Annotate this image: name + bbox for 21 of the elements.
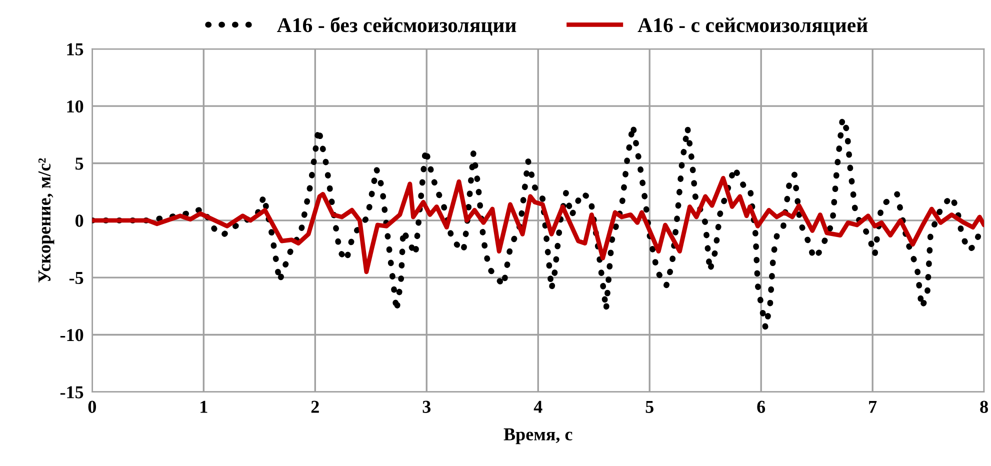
y-tick-label: -10 bbox=[60, 329, 84, 342]
x-tick-label: 8 bbox=[980, 400, 988, 413]
y-tick-label: 10 bbox=[67, 100, 84, 113]
y-tick-label: -15 bbox=[60, 386, 84, 398]
x-tick-label: 1 bbox=[200, 400, 208, 413]
x-tick-label: 4 bbox=[534, 400, 542, 413]
line-series bbox=[92, 176, 984, 274]
y-tick-label: -5 bbox=[69, 272, 84, 284]
y-axis-title: Ускорение, м/с² bbox=[38, 158, 54, 282]
y-tick-label: 0 bbox=[75, 214, 84, 227]
legend-label: А16 - без сейсмоизоляции bbox=[277, 17, 516, 36]
x-tick-label: 2 bbox=[311, 400, 319, 413]
x-tick-label: 0 bbox=[88, 400, 96, 413]
x-tick-label: 7 bbox=[869, 400, 877, 413]
y-tick-label: 5 bbox=[76, 158, 84, 170]
x-axis-title: Время, с bbox=[504, 428, 572, 444]
y-tick-label: 15 bbox=[67, 43, 84, 56]
x-tick-label: 6 bbox=[757, 400, 766, 413]
legend-label: А16 - с сейсмоизоляцией bbox=[638, 18, 868, 36]
x-tick-label: 3 bbox=[422, 400, 431, 413]
x-tick-label: 5 bbox=[646, 400, 654, 413]
